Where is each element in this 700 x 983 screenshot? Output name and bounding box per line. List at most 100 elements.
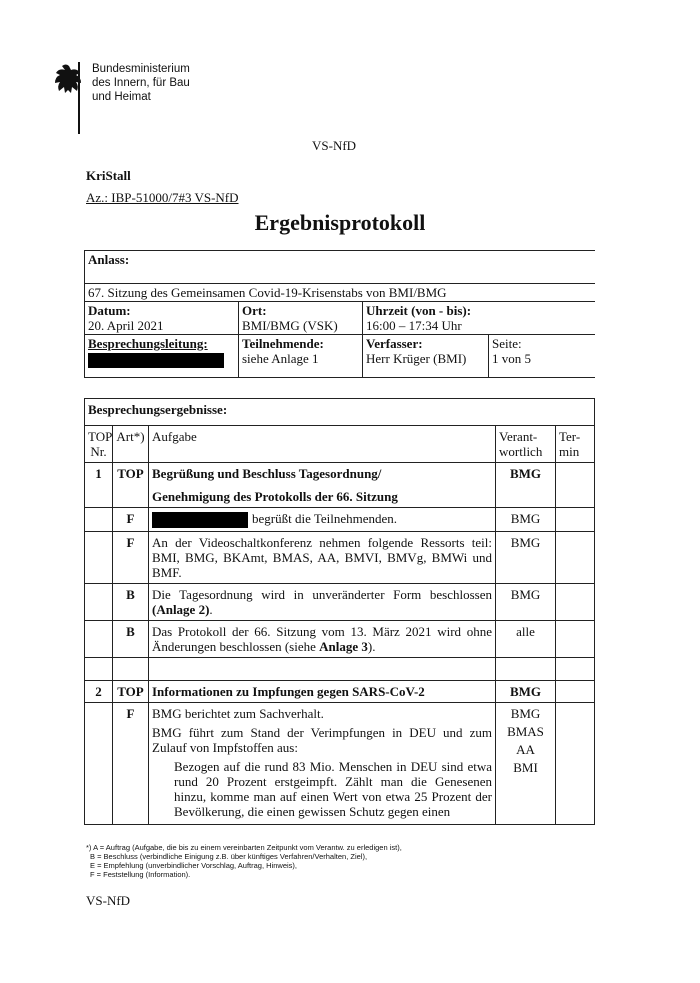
paragraph: BMG berichtet zum Sachverhalt. [152,706,492,721]
empty-cell [148,657,496,682]
task-cell: Das Protokoll der 66. Sitzung vom 13. Mä… [148,620,496,659]
responsible: BMG [509,684,542,700]
result-row: F BMG berichtet zum Sachverhalt. BMG führt… [84,702,596,826]
text: Anlage 3 [319,639,368,655]
classification: VS-NfD [312,138,357,153]
top-number: 1 [95,466,102,481]
paragraph: BMG führt zum Stand der Verimpfungen in … [152,725,492,755]
empty-cell [112,657,149,682]
responsible-cell: BMG [495,462,556,508]
column-title: Aufgabe [152,429,197,444]
header-row: TOP Nr. Art*) Aufgabe Verant-wortlich Ter-mi… [84,425,596,463]
paragraph: An der Videoschaltkonferenz nehmen folge… [152,535,492,580]
value: siehe Anlage 1 [242,351,319,366]
text: BMG berichtet zum Sachverhalt. [152,706,324,722]
label: Uhrzeit (von - bis): [366,303,472,318]
redaction [152,512,248,529]
deadline-cell [554,702,596,826]
top-cell [84,506,113,533]
art-cell: TOP [112,462,149,508]
kristall: KriStall [86,168,131,183]
value: 20. April 2021 [88,318,164,333]
art-cell: F [112,531,149,585]
column-header: Verant-wortlich [495,425,556,463]
label: Teilnehmende: [242,336,324,351]
ministry-line: und Heimat [92,91,151,103]
deadline-cell [554,531,596,585]
responsible: BMI [513,760,538,776]
footnote: B = Beschluss (verbindliche Einigung z.B… [90,852,368,861]
column-header: Aufgabe [148,425,496,463]
result-row: 2 TOP Informationen zu Impfungen gegen SAR… [84,680,596,704]
top-cell: 1 [84,462,113,508]
text: (Anlage 2) [152,602,210,618]
anlass-cell: Anlass: [83,250,595,284]
text: begrüßt die Teilnehmenden. [252,511,398,526]
ministry-line: des Innern, für Bau [92,77,190,89]
verfasser-cell: Verfasser: Herr Krüger (BMI) [362,334,489,378]
text: . [209,602,213,618]
reference: Az.: IBP-51000/7#3 VS-NfD [86,190,239,205]
responsible: BMAS [507,724,544,740]
result-row: 1 TOP Begrüßung und Beschluss Tagesordnung… [84,462,596,508]
deadline-cell [554,462,596,508]
art: TOP [117,466,144,481]
footnote: F = Feststellung (Information). [90,870,191,879]
top-cell [84,702,113,826]
ort-cell: Ort: BMI/BMG (VSK) [238,301,363,335]
responsible: BMG [510,587,541,603]
paragraph: Begrüßung und Beschluss Tagesordnung/ [152,466,492,481]
empty-cell [554,657,596,682]
anlass-cell: 67. Sitzung des Gemeinsamen Covid-19-Kri… [83,283,595,302]
responsible-cell: BMG [495,506,556,533]
value: 1 von 5 [492,351,531,366]
empty-cell [495,657,556,682]
teilnehmende-cell: Teilnehmende: siehe Anlage 1 [238,334,363,378]
text: Die Tagesordnung wird in unveränderter F… [152,587,492,603]
text: An der Videoschaltkonferenz nehmen folge… [152,535,492,581]
top-cell: 2 [84,680,113,704]
label: Besprechungsleitung: [88,336,208,351]
responsible-cell: BMG BMAS AA BMI [495,702,556,826]
responsible: alle [516,624,535,640]
label: Anlass: [88,252,130,267]
art-cell: F [112,702,149,826]
paragraph: Genehmigung des Protokolls der 66. Sitzu… [152,489,492,504]
column-title: Verant-wortlich [499,429,543,459]
column-title: Art*) [116,429,145,444]
footnote: *) A = Auftrag (Aufgabe, die bis zu eine… [86,843,402,852]
datum-cell: Datum: 20. April 2021 [84,301,239,335]
responsible: BMG [510,511,541,526]
art: TOP [117,684,144,700]
responsible-cell: BMG [495,531,556,585]
paragraph: Das Protokoll der 66. Sitzung vom 13. Mä… [152,624,492,654]
text: Genehmigung des Protokolls der 66. Sitzu… [152,489,398,504]
logo [55,62,81,134]
deadline-cell [554,506,596,533]
top-cell [84,583,113,622]
deadline-cell [554,620,596,659]
column-header: Art*) [112,425,149,463]
label: Ort: [242,303,267,318]
value: 16:00 – 17:34 Uhr [366,318,462,333]
deadline-cell [554,583,596,622]
footnotes: *) A = Auftrag (Aufgabe, die bis zu eine… [86,843,402,879]
art-cell: F [112,506,149,533]
task-cell: An der Videoschaltkonferenz nehmen folge… [148,531,496,585]
value: BMI/BMG (VSK) [242,318,338,333]
results-table: Besprechungsergebnisse: TOP Nr. Art*) Aufg… [83,398,596,826]
title: Ergebnisprotokoll [254,210,426,235]
label: Verfasser: [366,336,423,351]
results-body: Besprechungsergebnisse: TOP Nr. Art*) Aufg… [83,398,596,826]
task-cell: Informationen zu Impfungen gegen SARS-Co… [148,680,496,704]
result-row: B Die Tagesordnung wird in unveränderter … [84,583,596,622]
art: F [126,706,135,722]
responsible-cell: BMG [495,583,556,622]
ministry-line: Bundesministerium [92,63,190,75]
art-cell: B [112,620,149,659]
heading-cell: Besprechungsergebnisse: [83,398,596,426]
task-cell: begrüßt die Teilnehmenden. [148,506,496,533]
paragraph: begrüßt die Teilnehmenden. [152,511,492,529]
art: F [126,535,135,551]
